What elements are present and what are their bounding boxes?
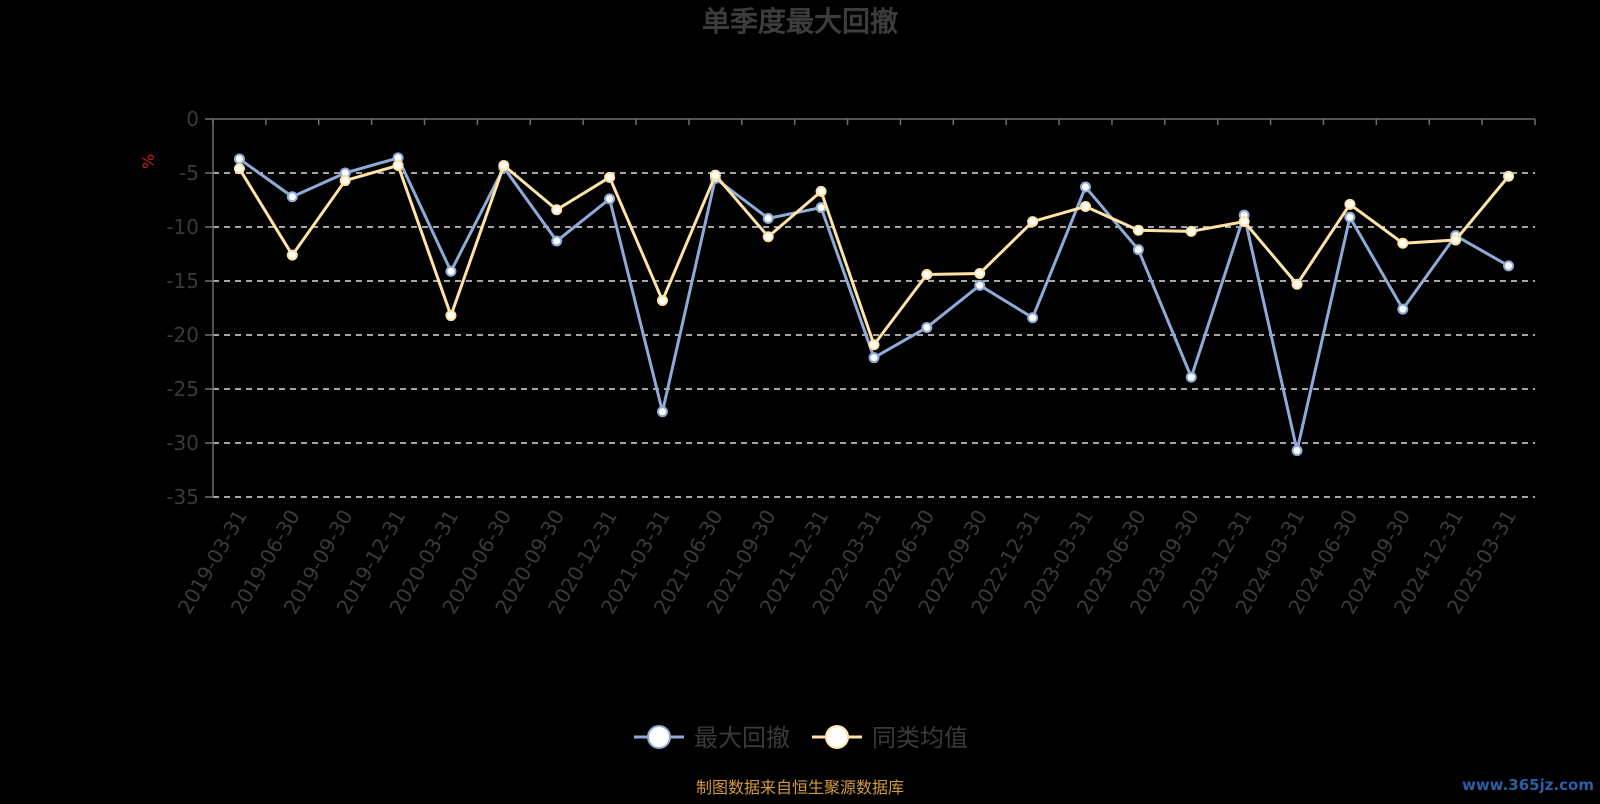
data-point xyxy=(656,294,668,306)
legend-marker xyxy=(825,725,849,749)
data-point xyxy=(339,175,351,187)
data-point xyxy=(1185,225,1197,237)
data-point xyxy=(233,153,245,165)
data-point xyxy=(868,339,880,351)
data-point xyxy=(445,265,457,277)
data-point xyxy=(868,352,880,364)
data-point xyxy=(286,191,298,203)
series-line-1 xyxy=(238,163,1510,347)
data-point xyxy=(1080,200,1092,212)
data-point xyxy=(551,235,563,247)
y-tick-label: -20 xyxy=(166,323,199,347)
data-point xyxy=(1291,445,1303,457)
data-point xyxy=(762,212,774,224)
data-point xyxy=(445,310,457,322)
data-point xyxy=(656,406,668,418)
chart-title: 单季度最大回撤 xyxy=(701,5,898,38)
data-point xyxy=(921,269,933,281)
data-point xyxy=(604,193,616,205)
data-point xyxy=(1450,234,1462,246)
data-point xyxy=(1344,211,1356,223)
y-tick-label: -30 xyxy=(166,431,199,455)
data-point xyxy=(762,231,774,243)
data-point xyxy=(392,159,404,171)
data-point xyxy=(1397,237,1409,249)
legend-label: 同类均值 xyxy=(872,724,968,752)
y-tick-label: -25 xyxy=(166,377,199,401)
data-point xyxy=(709,169,721,181)
legend-marker xyxy=(647,725,671,749)
data-point xyxy=(1080,181,1092,193)
data-point xyxy=(974,279,986,291)
legend: 最大回撤 同类均值 xyxy=(634,724,968,752)
gridlines xyxy=(213,172,1535,498)
series-lines xyxy=(233,152,1515,457)
data-point xyxy=(974,267,986,279)
y-axis-label: % xyxy=(139,153,159,170)
data-point xyxy=(1027,312,1039,324)
data-point xyxy=(1027,216,1039,228)
data-point xyxy=(815,185,827,197)
y-tick-label: -5 xyxy=(179,161,199,185)
legend-label: 最大回撤 xyxy=(694,724,790,752)
axes xyxy=(205,118,1536,498)
data-point xyxy=(498,159,510,171)
data-point xyxy=(551,204,563,216)
data-point xyxy=(1132,244,1144,256)
data-point xyxy=(1503,260,1515,272)
watermark: www.365jz.com xyxy=(1461,776,1594,794)
data-point xyxy=(1132,224,1144,236)
source-note: 制图数据来自恒生聚源数据库 xyxy=(695,778,904,797)
y-tick-label: -35 xyxy=(166,485,199,509)
y-tick-label: -15 xyxy=(166,269,199,293)
data-point xyxy=(1185,371,1197,383)
y-tick-label: 0 xyxy=(186,107,199,131)
data-point xyxy=(604,171,616,183)
series-line-0 xyxy=(238,156,1510,453)
data-point xyxy=(1344,198,1356,210)
data-point xyxy=(233,163,245,175)
data-point xyxy=(286,249,298,261)
data-point xyxy=(1503,170,1515,182)
data-point xyxy=(921,321,933,333)
data-point xyxy=(1238,216,1250,228)
data-point xyxy=(1291,278,1303,290)
y-tick-label: -10 xyxy=(166,215,199,239)
data-point xyxy=(1397,303,1409,315)
